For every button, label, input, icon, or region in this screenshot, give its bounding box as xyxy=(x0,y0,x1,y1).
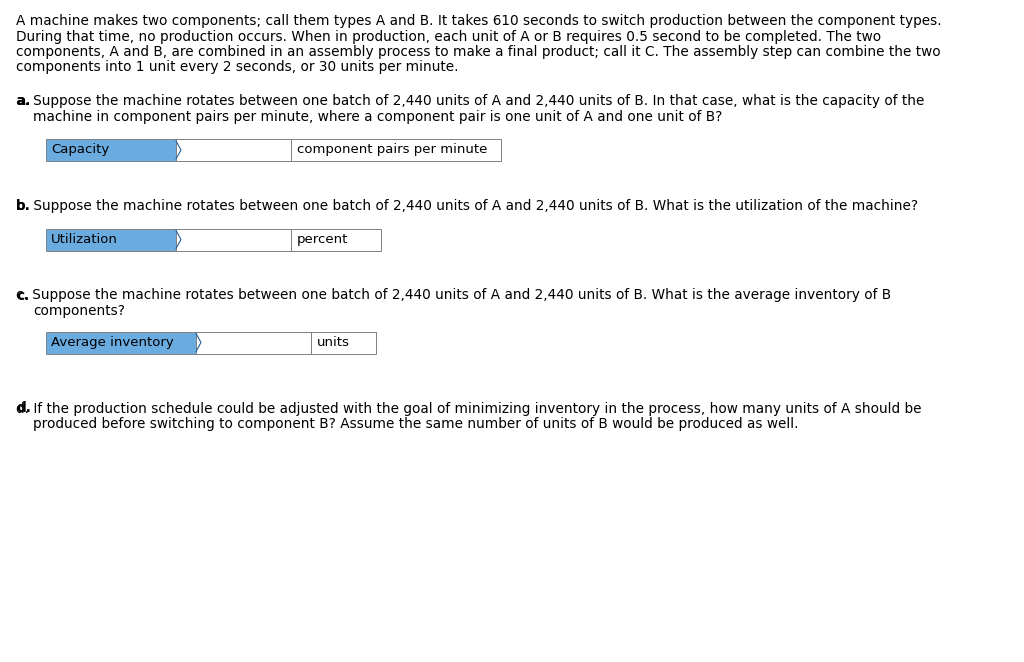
Text: units: units xyxy=(317,336,350,349)
Text: a. Suppose the machine rotates between one batch of 2,440 units of A and 2,440 u: a. Suppose the machine rotates between o… xyxy=(16,94,925,108)
Text: d. If the production schedule could be adjusted with the goal of minimizing inve: d. If the production schedule could be a… xyxy=(16,401,922,416)
Text: components?: components? xyxy=(33,304,125,318)
FancyBboxPatch shape xyxy=(311,332,376,354)
Text: b.: b. xyxy=(16,199,31,213)
FancyBboxPatch shape xyxy=(176,139,291,161)
FancyBboxPatch shape xyxy=(46,228,176,250)
Text: components into 1 unit every 2 seconds, or 30 units per minute.: components into 1 unit every 2 seconds, … xyxy=(16,60,459,75)
Text: produced before switching to component B? Assume the same number of units of B w: produced before switching to component B… xyxy=(33,417,799,431)
FancyBboxPatch shape xyxy=(291,228,381,250)
Text: percent: percent xyxy=(297,233,348,246)
FancyBboxPatch shape xyxy=(46,139,176,161)
Text: Average inventory: Average inventory xyxy=(51,336,174,349)
Text: Capacity: Capacity xyxy=(51,144,110,156)
Text: Utilization: Utilization xyxy=(51,233,118,246)
Text: During that time, no production occurs. When in production, each unit of A or B : During that time, no production occurs. … xyxy=(16,30,881,44)
FancyBboxPatch shape xyxy=(196,332,311,354)
Text: b. Suppose the machine rotates between one batch of 2,440 units of A and 2,440 u: b. Suppose the machine rotates between o… xyxy=(16,199,919,213)
Text: c.: c. xyxy=(16,289,30,303)
Text: a.: a. xyxy=(16,94,31,108)
FancyBboxPatch shape xyxy=(46,332,196,354)
Text: machine in component pairs per minute, where a component pair is one unit of A a: machine in component pairs per minute, w… xyxy=(33,109,722,124)
Text: c. Suppose the machine rotates between one batch of 2,440 units of A and 2,440 u: c. Suppose the machine rotates between o… xyxy=(16,289,891,303)
Text: component pairs per minute: component pairs per minute xyxy=(297,144,487,156)
FancyBboxPatch shape xyxy=(291,139,501,161)
Text: components, A and B, are combined in an assembly process to make a final product: components, A and B, are combined in an … xyxy=(16,45,941,59)
FancyBboxPatch shape xyxy=(176,228,291,250)
Text: d.: d. xyxy=(16,401,31,416)
Text: A machine makes two components; call them types A and B. It takes 610 seconds to: A machine makes two components; call the… xyxy=(16,14,942,28)
